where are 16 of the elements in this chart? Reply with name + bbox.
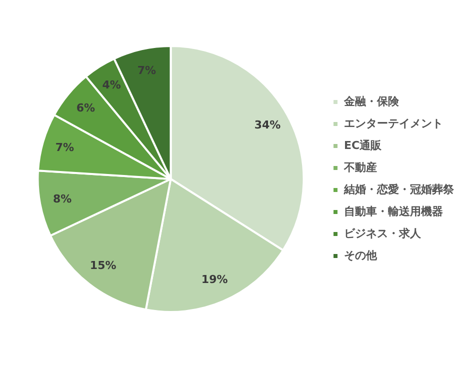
legend-label: ビジネス・求人 — [344, 226, 422, 240]
legend-label: エンターテイメント — [344, 116, 443, 130]
legend-label: 金融・保険 — [343, 94, 400, 108]
data-label: 6% — [76, 101, 96, 114]
legend-label: EC通販 — [344, 138, 383, 152]
data-label: 19% — [201, 273, 228, 286]
data-label: 7% — [137, 64, 156, 78]
legend-label: 自動車・輸送用機器 — [344, 204, 443, 218]
data-label: 8% — [52, 192, 72, 206]
legend-label: 結婚・恋愛・冠婚葬祭 — [343, 182, 455, 196]
data-label: 34% — [254, 118, 281, 132]
legend-label: 不動産 — [343, 160, 377, 174]
data-label: 7% — [55, 141, 74, 154]
legend-label: その他 — [344, 248, 378, 262]
data-label: 15% — [90, 259, 116, 272]
data-label: 4% — [102, 78, 121, 92]
